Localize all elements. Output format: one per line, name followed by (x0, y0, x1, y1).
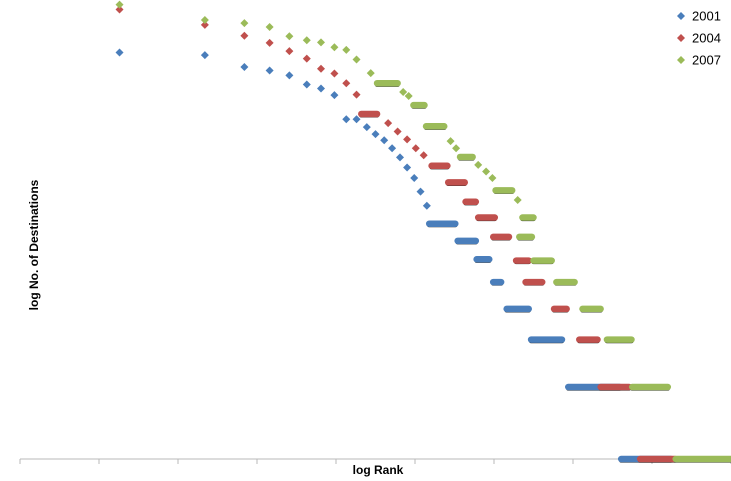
data-point (330, 91, 339, 100)
data-point (410, 174, 419, 183)
data-point (200, 51, 209, 60)
legend-marker (677, 12, 685, 20)
data-point (330, 43, 339, 52)
data-point (399, 87, 408, 96)
data-point (316, 38, 325, 47)
data-point (352, 90, 361, 99)
data-point (416, 187, 425, 196)
data-point (316, 84, 325, 93)
data-point (115, 0, 124, 9)
data-point (488, 174, 497, 183)
legend-marker (677, 56, 685, 64)
data-point (285, 71, 294, 80)
data-point (302, 54, 311, 63)
data-point (452, 144, 461, 153)
data-point (316, 64, 325, 73)
data-point (342, 115, 351, 124)
data-point (366, 69, 375, 78)
data-point (403, 163, 412, 172)
data-point (342, 45, 351, 54)
data-point (302, 36, 311, 45)
data-point (388, 144, 397, 153)
data-point (200, 20, 209, 29)
legend-label: 2004 (692, 31, 721, 46)
plot-area (115, 0, 731, 463)
data-point (422, 201, 431, 210)
data-point (285, 32, 294, 41)
data-point (513, 195, 522, 204)
data-point (411, 144, 420, 153)
data-point (265, 23, 274, 32)
legend: 2001 2004 2007 (677, 9, 721, 68)
x-axis-label: log Rank (353, 463, 404, 477)
data-point (240, 31, 249, 40)
data-point (285, 47, 294, 56)
data-point (200, 16, 209, 24)
data-point (380, 136, 389, 145)
x-axis-ticks (19, 459, 731, 464)
data-point (115, 48, 124, 57)
y-axis-label: log No. of Destinations (27, 179, 41, 310)
series-2007 (115, 0, 731, 463)
data-point (265, 66, 274, 75)
data-point (474, 160, 483, 169)
legend-marker (677, 34, 685, 42)
data-point (240, 62, 249, 71)
data-point (371, 130, 380, 139)
data-point (302, 80, 311, 89)
data-point (419, 151, 428, 160)
data-point (404, 91, 413, 100)
data-point (393, 127, 402, 136)
data-point (115, 5, 124, 14)
legend-label: 2007 (692, 53, 721, 68)
data-point (395, 153, 404, 162)
data-point (265, 38, 274, 47)
data-point (352, 55, 361, 64)
data-point (384, 119, 393, 128)
data-point (342, 79, 351, 88)
data-point (352, 115, 361, 124)
data-point (403, 135, 412, 144)
data-point (240, 19, 249, 28)
legend-label: 2001 (692, 9, 721, 24)
series-2001 (115, 48, 675, 463)
series-2004 (115, 5, 679, 463)
x-axis (19, 458, 731, 464)
data-point (482, 167, 491, 176)
data-point (446, 137, 455, 146)
data-point (362, 123, 371, 132)
data-point (330, 69, 339, 78)
